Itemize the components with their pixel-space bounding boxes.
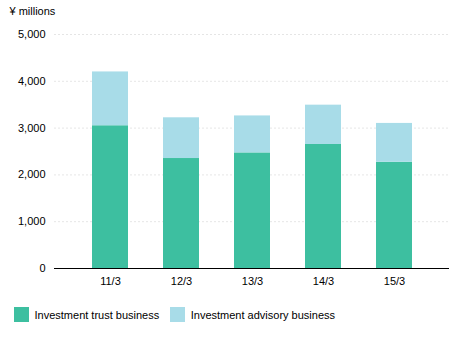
svg-text:13/3: 13/3 (242, 275, 263, 287)
svg-text:2,000: 2,000 (18, 168, 46, 180)
svg-text:15/3: 15/3 (384, 275, 405, 287)
svg-text:14/3: 14/3 (313, 275, 334, 287)
svg-text:5,000: 5,000 (18, 28, 46, 40)
svg-text:1,000: 1,000 (18, 215, 46, 227)
svg-text:¥ millions: ¥ millions (9, 5, 56, 17)
svg-text:12/3: 12/3 (171, 275, 192, 287)
svg-text:11/3: 11/3 (100, 275, 121, 287)
svg-text:0: 0 (39, 262, 45, 274)
svg-text:4,000: 4,000 (18, 75, 46, 87)
html-text:Investment advisory business: Investment advisory business (190, 308, 335, 321)
svg-text:3,000: 3,000 (18, 122, 46, 134)
html-text:Investment trust business: Investment trust business (34, 308, 160, 321)
